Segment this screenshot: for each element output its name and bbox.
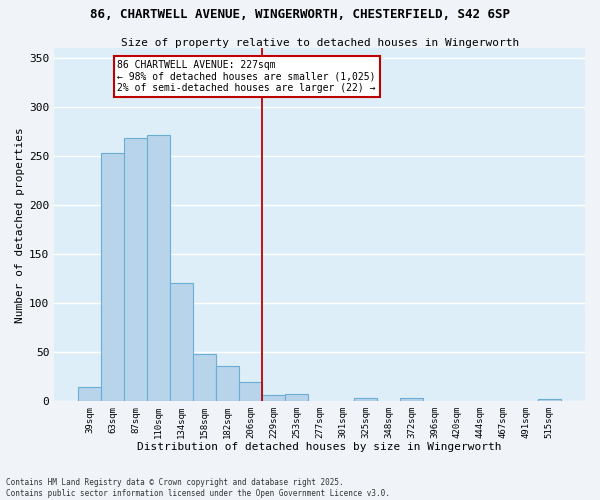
Text: 86, CHARTWELL AVENUE, WINGERWORTH, CHESTERFIELD, S42 6SP: 86, CHARTWELL AVENUE, WINGERWORTH, CHEST… — [90, 8, 510, 20]
Bar — [124, 138, 148, 401]
Bar — [285, 394, 308, 401]
Bar — [193, 354, 216, 401]
Bar — [101, 153, 124, 401]
Bar — [216, 366, 239, 401]
Bar — [262, 396, 285, 401]
Bar — [79, 386, 101, 401]
Bar — [400, 398, 423, 401]
X-axis label: Distribution of detached houses by size in Wingerworth: Distribution of detached houses by size … — [137, 442, 502, 452]
Bar — [148, 134, 170, 401]
Y-axis label: Number of detached properties: Number of detached properties — [15, 127, 25, 322]
Title: Size of property relative to detached houses in Wingerworth: Size of property relative to detached ho… — [121, 38, 519, 48]
Text: Contains HM Land Registry data © Crown copyright and database right 2025.
Contai: Contains HM Land Registry data © Crown c… — [6, 478, 390, 498]
Bar — [239, 382, 262, 401]
Bar — [170, 282, 193, 401]
Text: 86 CHARTWELL AVENUE: 227sqm
← 98% of detached houses are smaller (1,025)
2% of s: 86 CHARTWELL AVENUE: 227sqm ← 98% of det… — [118, 60, 376, 93]
Bar — [538, 400, 561, 401]
Bar — [354, 398, 377, 401]
